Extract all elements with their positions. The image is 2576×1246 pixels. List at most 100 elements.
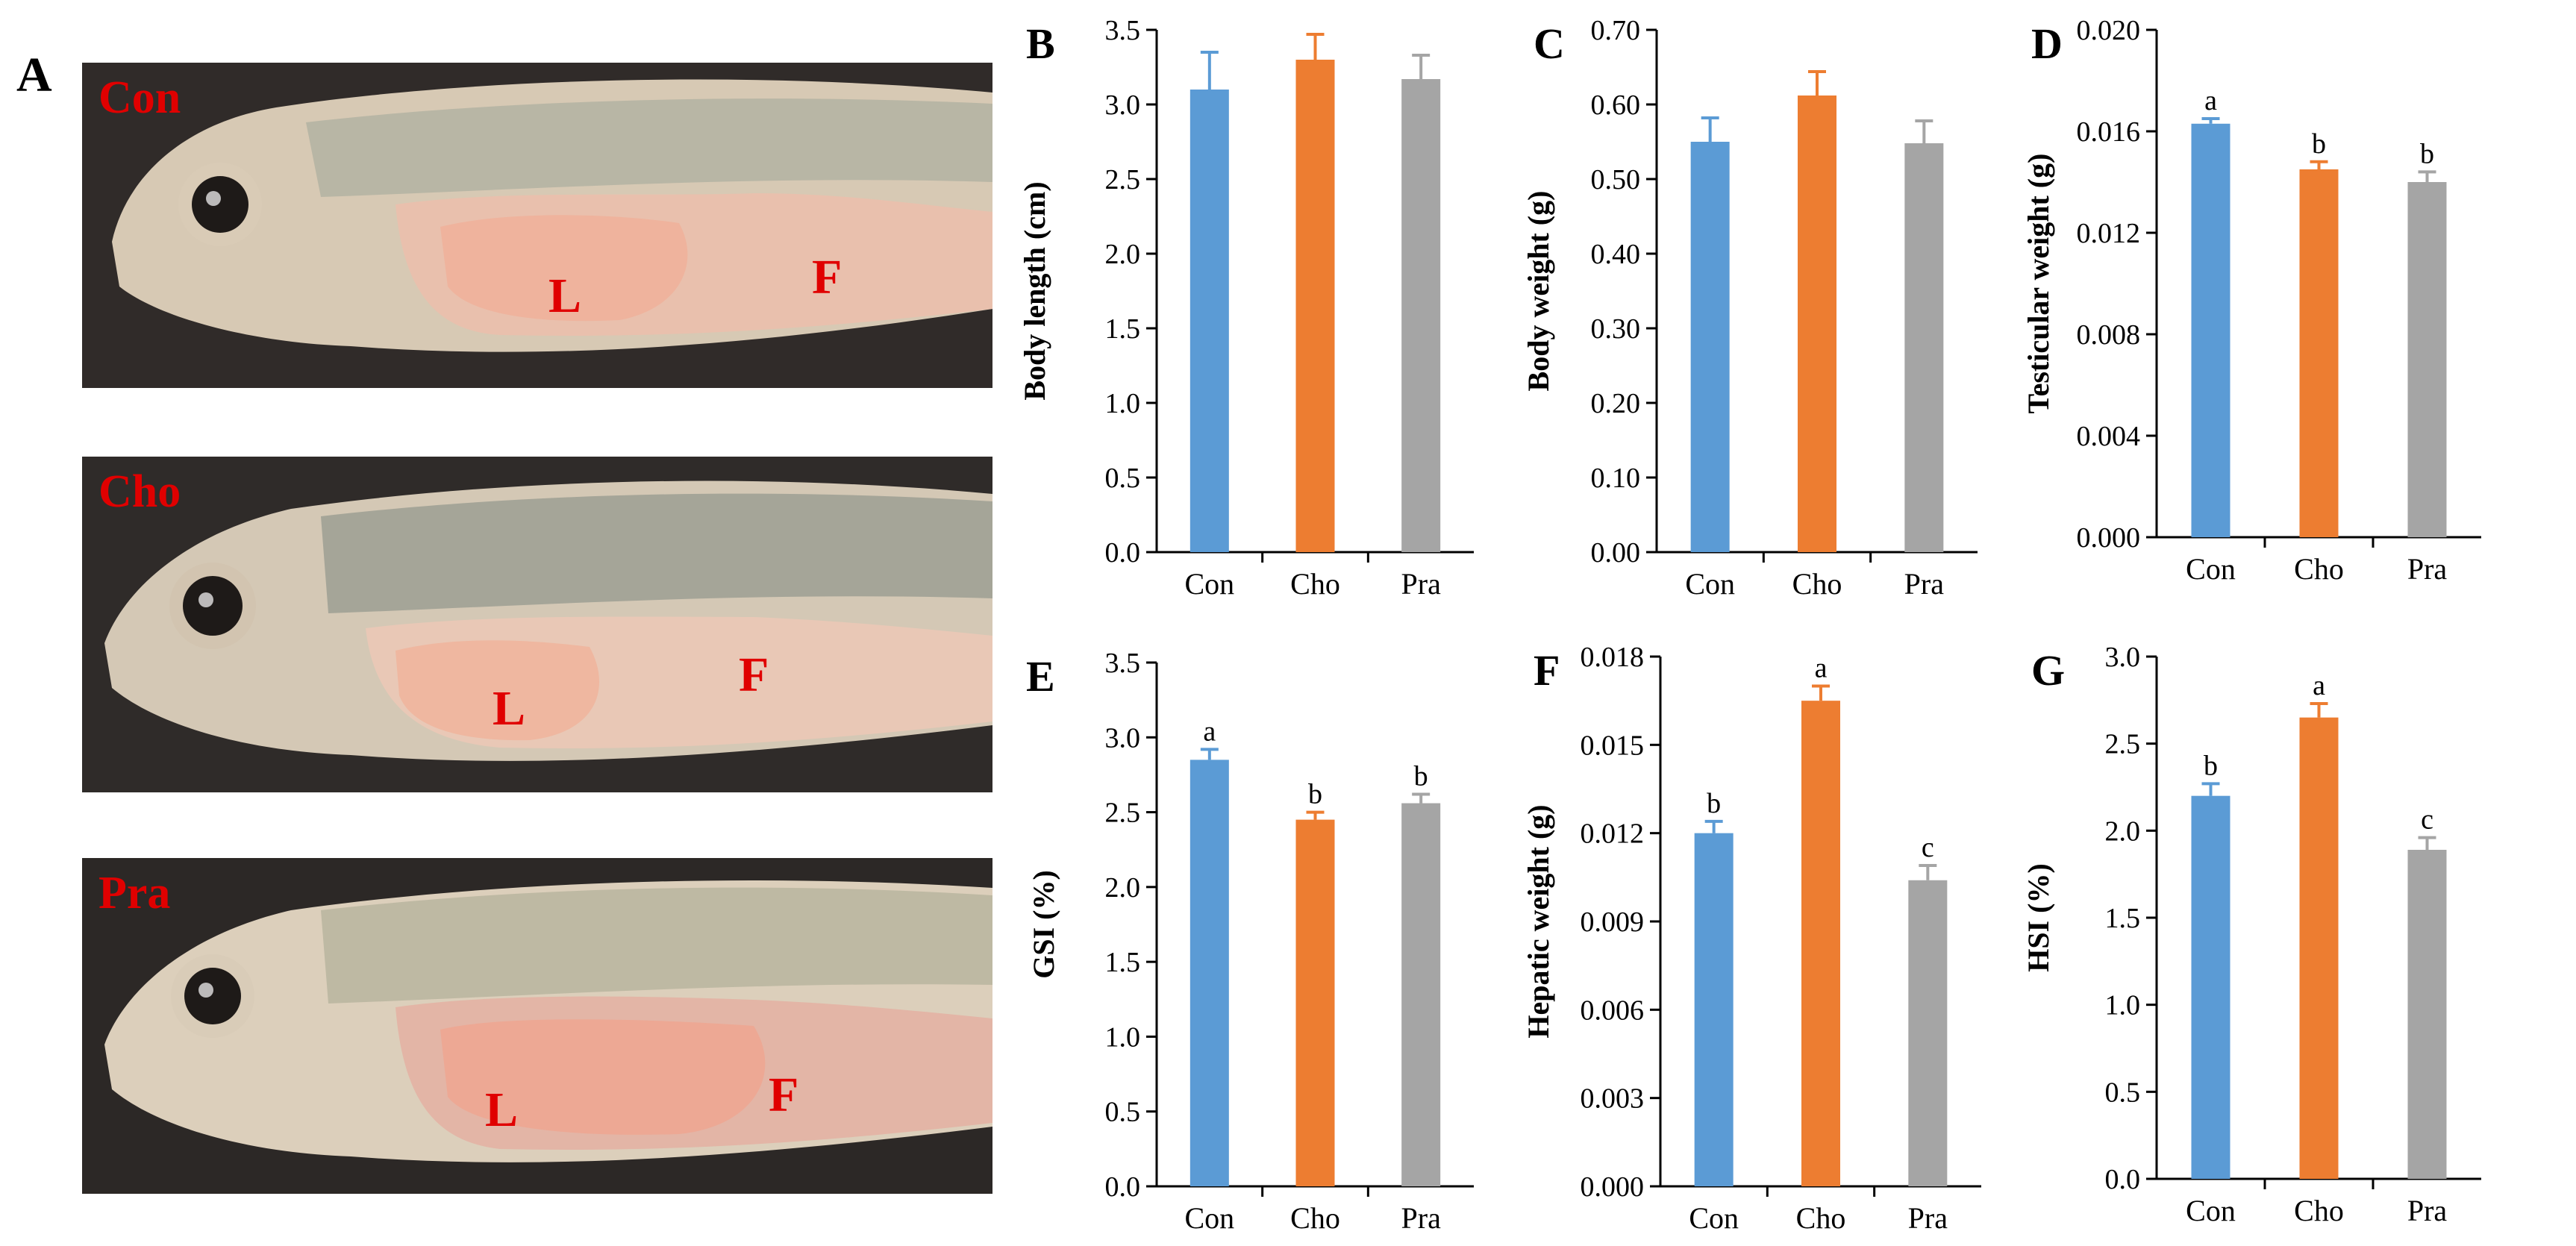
chart-c-y-tick-label: 0.30 xyxy=(1591,313,1641,345)
chart-c-y-tick-label: 0.50 xyxy=(1591,164,1641,195)
chart-g-panel-letter: G xyxy=(2031,646,2065,695)
chart-e-bar-cho xyxy=(1295,819,1335,1186)
chart-g-x-tick-label: Cho xyxy=(2294,1194,2344,1227)
chart-c-bar-pra xyxy=(1904,143,1944,552)
fish-photo-con: Con L F xyxy=(82,63,992,388)
chart-f-x-tick-label: Con xyxy=(1689,1201,1739,1235)
chart-b-y-tick-label: 0.0 xyxy=(1105,537,1141,569)
chart-f-sig-letter: c xyxy=(1922,832,1934,863)
chart-g-x-tick-label: Con xyxy=(2186,1194,2236,1227)
chart-c-x-tick-label: Con xyxy=(1685,567,1735,601)
chart-d-panel-letter: D xyxy=(2031,19,2063,68)
chart-e-y-tick-label: 1.0 xyxy=(1105,1021,1141,1053)
chart-g-sig-letter: c xyxy=(2421,804,2433,836)
chart-e-x-tick-label: Con xyxy=(1184,1201,1234,1235)
chart-b-y-tick-label: 1.0 xyxy=(1105,388,1141,419)
chart-f-bar-pra xyxy=(1908,880,1948,1186)
liver-label: L xyxy=(485,1083,519,1137)
chart-f-y-tick-label: 0.012 xyxy=(1581,818,1645,850)
fish-photo-pra: Pra L F xyxy=(82,858,992,1194)
chart-d-y-tick-label: 0.000 xyxy=(2077,522,2141,554)
fish-photo-cho: Cho L F xyxy=(82,457,992,792)
liver-label: L xyxy=(493,681,526,736)
chart-f-y-tick-label: 0.000 xyxy=(1581,1171,1645,1203)
chart-c-y-tick-label: 0.70 xyxy=(1591,15,1641,46)
fish-dissection-image xyxy=(82,63,992,388)
chart-b-bar-cho xyxy=(1295,60,1335,552)
chart-d-bar-con xyxy=(2191,123,2230,538)
photo-group-label: Con xyxy=(99,72,181,123)
chart-f-panel-letter: F xyxy=(1534,646,1560,695)
chart-f-y-tick-label: 0.018 xyxy=(1581,642,1645,673)
chart-d-y-tick-label: 0.020 xyxy=(2077,15,2141,46)
fish-dissection-image xyxy=(82,457,992,792)
chart-e-bar-pra xyxy=(1401,803,1441,1186)
chart-f-bar-cho xyxy=(1801,701,1840,1186)
chart-d-y-tick-label: 0.008 xyxy=(2077,319,2141,351)
chart-d-bar-pra xyxy=(2407,182,2447,537)
chart-e-y-tick-label: 1.5 xyxy=(1105,947,1141,978)
photo-group-label: Pra xyxy=(99,868,171,918)
chart-g-y-tick-label: 2.5 xyxy=(2105,729,2141,760)
chart-d-y-tick-label: 0.004 xyxy=(2077,421,2141,452)
chart-c-bar-con xyxy=(1690,142,1730,552)
chart-d-y-axis-label: Testicular weight (g) xyxy=(2022,154,2055,414)
chart-c-y-axis-label: Body weight (g) xyxy=(1522,191,1555,392)
chart-d-x-tick-label: Con xyxy=(2186,552,2236,586)
chart-b-x-tick-label: Cho xyxy=(1290,567,1340,601)
chart-g-bar-pra xyxy=(2407,850,2447,1179)
chart-f-x-tick-label: Pra xyxy=(1908,1201,1948,1235)
chart-e-bar-con xyxy=(1189,760,1229,1186)
chart-c-y-tick-label: 0.10 xyxy=(1591,463,1641,494)
chart-e-y-tick-label: 2.5 xyxy=(1105,798,1141,829)
chart-d-bar-cho xyxy=(2299,169,2339,537)
chart-c-x-tick-label: Cho xyxy=(1792,567,1842,601)
chart-e-x-tick-label: Pra xyxy=(1401,1201,1442,1235)
chart-e-y-tick-label: 0.5 xyxy=(1105,1097,1141,1128)
chart-d-sig-letter: b xyxy=(2420,138,2434,169)
chart-e-y-tick-label: 0.0 xyxy=(1105,1171,1141,1203)
chart-c-y-tick-label: 0.20 xyxy=(1591,388,1641,419)
chart-f-sig-letter: a xyxy=(1815,652,1828,683)
chart-c-y-tick-label: 0.60 xyxy=(1591,90,1641,121)
chart-g-y-tick-label: 1.5 xyxy=(2105,903,2141,934)
chart-g-y-tick-label: 0.0 xyxy=(2105,1164,2141,1195)
chart-g-bar-cho xyxy=(2299,717,2339,1179)
chart-g-y-tick-label: 1.0 xyxy=(2105,990,2141,1021)
chart-g-x-tick-label: Pra xyxy=(2407,1194,2448,1227)
chart-d-sig-letter: b xyxy=(2312,128,2326,160)
chart-d-sig-letter: a xyxy=(2204,85,2217,116)
photo-group-label: Cho xyxy=(99,466,181,517)
chart-c-y-tick-label: 0.40 xyxy=(1591,239,1641,270)
chart-b-y-tick-label: 2.5 xyxy=(1105,164,1141,195)
chart-e-sig-letter: b xyxy=(1414,761,1428,792)
chart-c-bar-cho xyxy=(1798,96,1836,552)
chart-e-x-tick-label: Cho xyxy=(1290,1201,1340,1235)
chart-c-x-tick-label: Pra xyxy=(1904,567,1945,601)
chart-b-y-tick-label: 3.5 xyxy=(1105,15,1141,46)
chart-e-panel-letter: E xyxy=(1026,652,1055,701)
chart-f-sig-letter: b xyxy=(1707,788,1721,819)
chart-g-bar-con xyxy=(2191,795,2230,1179)
chart-e-sig-letter: a xyxy=(1203,716,1216,747)
chart-b-bar-con xyxy=(1189,90,1229,552)
fat-label: F xyxy=(769,1068,799,1122)
chart-c-y-tick-label: 0.00 xyxy=(1591,537,1641,569)
chart-e-y-axis-label: GSI (%) xyxy=(1027,870,1060,979)
chart-d-x-tick-label: Pra xyxy=(2407,552,2448,586)
chart-d-y-tick-label: 0.016 xyxy=(2077,116,2141,148)
chart-b-panel-letter: B xyxy=(1026,19,1055,68)
chart-b-y-tick-label: 1.5 xyxy=(1105,313,1141,345)
chart-e-y-tick-label: 2.0 xyxy=(1105,872,1141,904)
chart-f-y-tick-label: 0.003 xyxy=(1581,1083,1645,1115)
liver-label: L xyxy=(548,269,582,323)
chart-e-sig-letter: b xyxy=(1308,779,1322,810)
chart-d-x-tick-label: Cho xyxy=(2294,552,2344,586)
chart-e-y-tick-label: 3.0 xyxy=(1105,722,1141,754)
chart-g-sig-letter: b xyxy=(2204,750,2218,781)
fat-label: F xyxy=(739,648,769,702)
chart-g-y-axis-label: HSI (%) xyxy=(2022,863,2055,972)
chart-f-y-tick-label: 0.006 xyxy=(1581,995,1645,1026)
chart-e-y-tick-label: 3.5 xyxy=(1105,648,1141,679)
